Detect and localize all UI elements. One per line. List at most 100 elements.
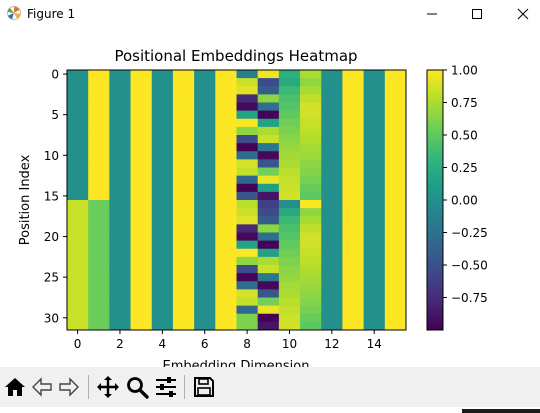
heatmap-cells	[67, 70, 407, 331]
heatmap-cell	[88, 313, 110, 323]
heatmap-cell	[215, 191, 237, 201]
minimize-button[interactable]	[409, 0, 455, 28]
heatmap-cell	[194, 265, 216, 274]
save-floppy-icon	[194, 377, 214, 397]
heatmap-cell	[194, 86, 216, 95]
heatmap-cell	[151, 94, 174, 103]
heatmap-cell	[130, 86, 153, 95]
heatmap-cell	[321, 297, 343, 306]
heatmap-cell	[342, 305, 364, 315]
heatmap-cell	[172, 151, 195, 160]
heatmap-cell	[215, 102, 237, 111]
heatmap-cell	[67, 208, 89, 217]
heatmap-cell	[342, 151, 364, 160]
forward-button[interactable]	[57, 375, 81, 399]
colorbar	[427, 70, 443, 330]
heatmap-cell	[130, 321, 153, 331]
heatmap-cell	[236, 224, 259, 233]
heatmap-cell	[109, 305, 131, 315]
save-button[interactable]	[192, 375, 216, 399]
heatmap-cell	[130, 273, 153, 282]
heatmap-cell	[342, 143, 364, 152]
heatmap-cell	[278, 297, 301, 306]
heatmap-cell	[363, 224, 386, 233]
heatmap-cell	[384, 281, 407, 290]
heatmap-cell	[109, 94, 131, 103]
heatmap-cell	[151, 216, 174, 225]
heatmap-cell	[194, 191, 216, 201]
heatmap-cell	[236, 94, 259, 103]
pan-button[interactable]	[96, 375, 120, 399]
heatmap-cell	[130, 208, 153, 217]
heatmap-cell	[236, 216, 259, 225]
heatmap-cell	[342, 118, 364, 128]
heatmap-cell	[67, 321, 89, 331]
heatmap-cell	[300, 143, 322, 152]
heatmap-cell	[363, 151, 386, 160]
heatmap-cell	[215, 78, 237, 87]
heatmap-cell	[109, 159, 131, 168]
heatmap-cell	[194, 143, 216, 152]
heatmap-cell	[172, 126, 195, 136]
heatmap-cell	[363, 167, 386, 176]
heatmap-cell	[130, 159, 153, 168]
heatmap-cell	[151, 321, 174, 331]
heatmap-cell	[321, 281, 343, 290]
heatmap-cell	[88, 70, 110, 79]
heatmap-cell	[257, 183, 280, 193]
heatmap-cell	[130, 102, 153, 111]
heatmap-cell	[384, 118, 407, 128]
figure-canvas[interactable]: Positional Embeddings Heatmap 0 2 4 6 8 10 12 1…	[0, 28, 540, 367]
x-tick-label: 0	[74, 337, 82, 351]
heatmap-cell	[172, 321, 195, 331]
heatmap-cell	[67, 143, 89, 152]
maximize-button[interactable]	[454, 0, 500, 28]
home-button[interactable]	[3, 375, 27, 399]
heatmap-cell	[257, 135, 280, 144]
heatmap-cell	[278, 200, 301, 209]
heatmap-cell	[172, 78, 195, 87]
heatmap-cell	[257, 313, 280, 323]
heatmap-cell	[130, 135, 153, 144]
heatmap-cell	[194, 78, 216, 87]
back-button[interactable]	[30, 375, 54, 399]
heatmap-cell	[278, 248, 301, 258]
heatmap-cell	[67, 313, 89, 323]
heatmap-cell	[278, 232, 301, 241]
heatmap-cell	[67, 281, 89, 290]
heatmap-cell	[109, 126, 131, 136]
heatmap-cell	[151, 240, 174, 250]
heatmap-cell	[215, 232, 237, 241]
zoom-button[interactable]	[125, 375, 149, 399]
heatmap-cell	[278, 313, 301, 323]
heatmap-cell	[384, 289, 407, 298]
heatmap-cell	[88, 143, 110, 152]
heatmap-cell	[88, 118, 110, 128]
heatmap-cell	[151, 224, 174, 233]
heatmap-cell	[278, 289, 301, 298]
heatmap-cell	[151, 256, 174, 266]
heatmap-cell	[194, 289, 216, 298]
configure-subplots-button[interactable]	[154, 375, 178, 399]
heatmap-cell	[342, 70, 364, 79]
heatmap-cell	[300, 305, 322, 315]
heatmap-cell	[151, 118, 174, 128]
heatmap-cell	[194, 126, 216, 136]
heatmap-cell	[172, 143, 195, 152]
heatmap-cell	[278, 273, 301, 282]
heatmap-cell	[278, 183, 301, 193]
heatmap-cell	[363, 110, 386, 120]
heatmap-cell	[278, 110, 301, 120]
heatmap-cell	[257, 248, 280, 258]
heatmap-cell	[151, 86, 174, 95]
heatmap-cell	[363, 232, 386, 241]
heatmap-cell	[172, 175, 195, 185]
heatmap-cell	[151, 191, 174, 201]
heatmap-cell	[342, 167, 364, 176]
heatmap-cell	[172, 110, 195, 120]
heatmap-cell	[342, 126, 364, 136]
heatmap-cell	[342, 256, 364, 266]
heatmap-cell	[384, 191, 407, 201]
heatmap-cell	[67, 135, 89, 144]
close-button[interactable]	[500, 0, 540, 28]
